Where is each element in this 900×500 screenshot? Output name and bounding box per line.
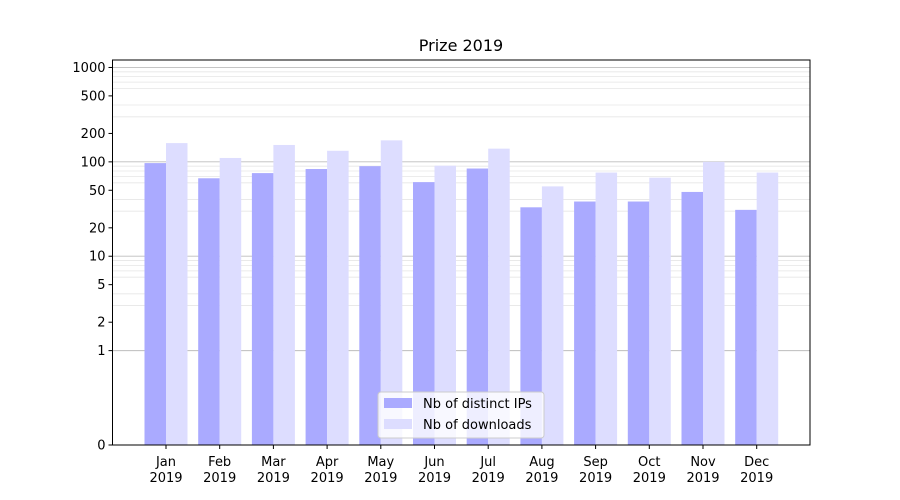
- x-tick-label-year: 2019: [203, 471, 236, 486]
- bar-downloads-oct: [649, 177, 671, 446]
- x-tick-label-year: 2019: [149, 471, 182, 486]
- bar-downloads-jan: [166, 143, 188, 445]
- x-tick-label-month: Dec: [744, 455, 769, 470]
- y-axis: 0 1 2 5 10 20 50 100 200 500 1000: [72, 61, 113, 454]
- x-tick-label-month: Mar: [261, 455, 286, 470]
- bar-distinct-ips-feb: [198, 178, 220, 445]
- bar-downloads-feb: [219, 157, 242, 445]
- x-tick-label-month: Aug: [529, 455, 554, 470]
- x-tick-label-month: Apr: [316, 455, 339, 470]
- bar-downloads-nov: [703, 161, 725, 445]
- x-tick-label-month: Jun: [423, 455, 444, 470]
- plot-frame: [112, 59, 811, 446]
- x-tick-label-month: Sep: [583, 455, 608, 470]
- x-tick-label-year: 2019: [311, 471, 344, 486]
- bar-distinct-ips-jan: [144, 163, 166, 445]
- y-tick-label: 20: [89, 221, 106, 236]
- x-tick-label-year: 2019: [579, 471, 612, 486]
- chart-title: Prize 2019: [419, 36, 503, 55]
- bar-distinct-ips-apr: [305, 169, 328, 445]
- bar-downloads-dec: [756, 172, 779, 445]
- x-tick-label-year: 2019: [740, 471, 773, 486]
- x-tick-label-year: 2019: [364, 471, 397, 486]
- bar-distinct-ips-may: [359, 166, 381, 445]
- legend-swatch: [384, 398, 412, 408]
- legend-box: [377, 391, 545, 439]
- bar-distinct-ips-oct: [627, 201, 650, 445]
- bar-distinct-ips-jun: [413, 182, 435, 445]
- y-tick-label: 2: [97, 316, 105, 331]
- bar-downloads-may: [380, 140, 403, 445]
- legend: Nb of distinct IPs Nb of downloads: [377, 391, 545, 439]
- x-axis: Jan2019Feb2019Mar2019Apr2019May2019Jun20…: [149, 445, 773, 486]
- legend-swatch: [384, 419, 412, 429]
- bar-downloads-aug: [541, 186, 564, 445]
- bars: [144, 140, 779, 446]
- bar-distinct-ips-dec: [735, 209, 757, 445]
- y-tick-label: 0: [97, 439, 105, 454]
- x-tick-label-year: 2019: [686, 471, 719, 486]
- bar-downloads-jul: [488, 148, 510, 445]
- bar-downloads-sep: [595, 172, 618, 445]
- bar-distinct-ips-mar: [251, 173, 274, 446]
- x-tick-label-month: Nov: [690, 455, 716, 470]
- y-tick-label: 10: [89, 250, 106, 265]
- x-tick-label-year: 2019: [418, 471, 451, 486]
- y-tick-label: 1000: [72, 61, 105, 76]
- bar-distinct-ips-sep: [574, 201, 596, 445]
- y-tick-label: 50: [89, 184, 106, 199]
- x-tick-label-month: Oct: [638, 455, 660, 470]
- x-tick-label-month: May: [367, 455, 394, 470]
- y-tick-label: 500: [81, 89, 106, 104]
- x-tick-label-year: 2019: [257, 471, 290, 486]
- bar-downloads-mar: [273, 144, 295, 445]
- x-tick-label-month: Jul: [479, 455, 496, 470]
- x-tick-label-month: Feb: [208, 455, 231, 470]
- y-tick-label: 5: [97, 278, 105, 293]
- x-tick-label-month: Jan: [155, 455, 176, 470]
- y-tick-label: 200: [81, 127, 106, 142]
- legend-label: Nb of distinct IPs: [423, 397, 532, 412]
- bar-distinct-ips-jul: [466, 168, 489, 445]
- x-tick-label-year: 2019: [633, 471, 666, 486]
- bar-distinct-ips-nov: [681, 191, 703, 445]
- bar-downloads-jun: [434, 165, 456, 445]
- bar-downloads-apr: [327, 150, 349, 445]
- legend-label: Nb of downloads: [423, 418, 532, 433]
- x-tick-label-year: 2019: [525, 471, 558, 486]
- bar-distinct-ips-aug: [520, 207, 542, 445]
- y-tick-label: 100: [81, 155, 106, 170]
- y-tick-label: 1: [97, 344, 105, 359]
- x-tick-label-year: 2019: [472, 471, 505, 486]
